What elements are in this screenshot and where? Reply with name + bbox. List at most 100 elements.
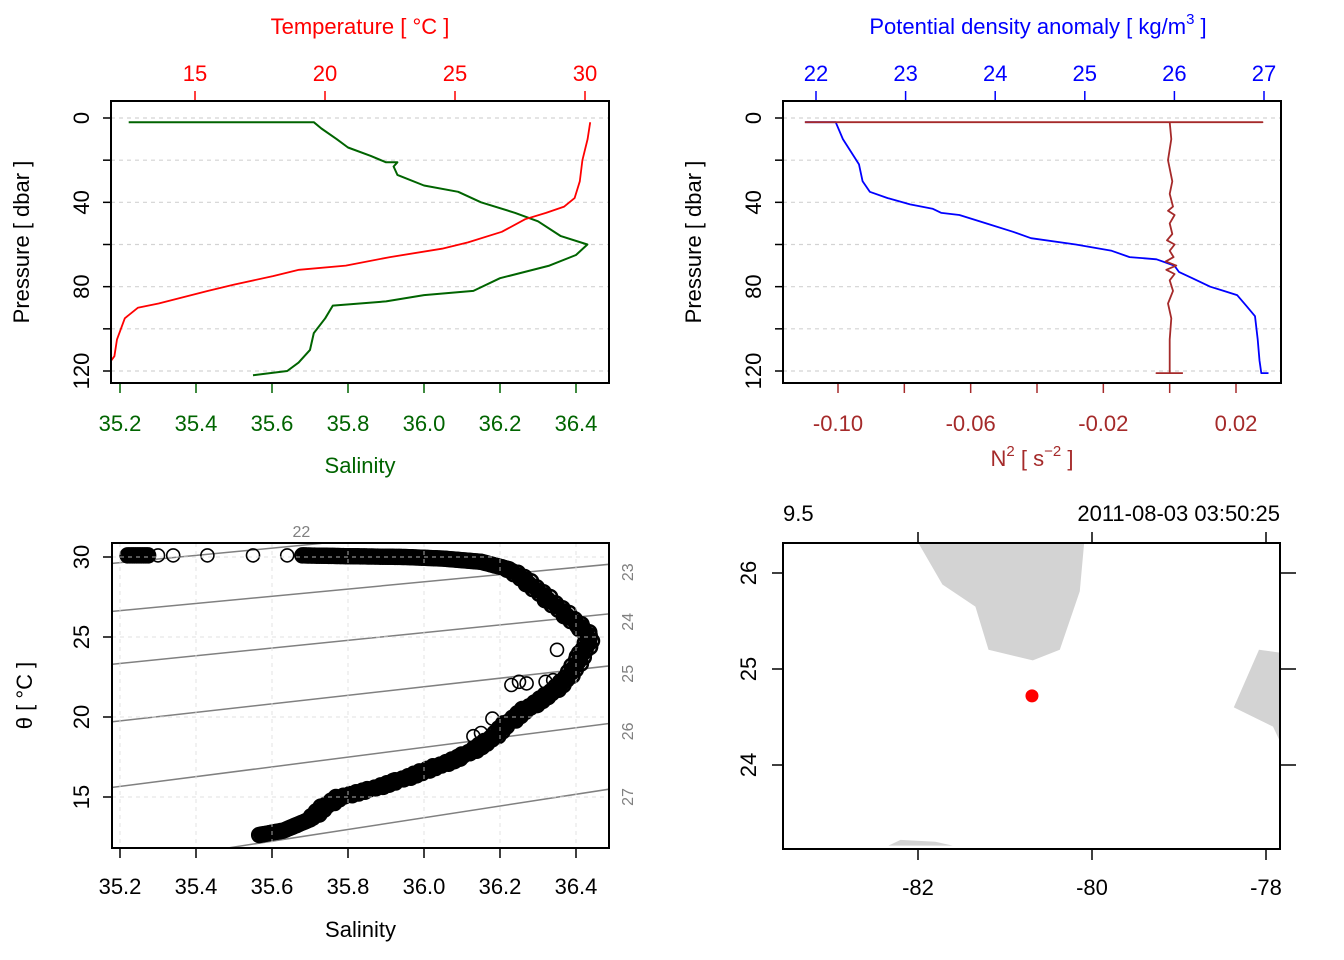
data-point-isolated (519, 676, 534, 691)
map-frame (782, 542, 1281, 850)
y-axis-label: Pressure [ dbar ] (681, 161, 706, 324)
data-point-isolated (538, 674, 553, 690)
density-axis-label-end: ] (1194, 14, 1206, 39)
n2-axis-label-mid: [ s (1015, 446, 1044, 471)
data-point (139, 547, 157, 564)
data-point-isolated (279, 548, 295, 563)
salinity-tick-label: 36.0 (403, 411, 446, 436)
y-tick-label: 30 (69, 545, 94, 569)
data-point-core (254, 830, 265, 840)
salinity-tick-label: 35.6 (251, 411, 294, 436)
plot-frame (782, 100, 1282, 384)
n2-axis-label-sup2: −2 (1044, 443, 1061, 460)
temperature-tick-label: 25 (443, 61, 467, 86)
isopycnal-label: 24 (620, 613, 637, 631)
isopycnal-line-24 (112, 613, 609, 665)
salinity-tick-label: 35.2 (99, 411, 142, 436)
y-tick-label: 0 (69, 112, 94, 124)
temperature-tick-label: 30 (573, 61, 597, 86)
data-point-isolated (165, 548, 181, 563)
data-point-isolated (545, 672, 561, 688)
y-axis-label: Pressure [ dbar ] (9, 161, 34, 324)
isopycnal-line-25 (112, 665, 609, 723)
salinity-tick-label: 35.8 (327, 411, 370, 436)
y-axis-label: θ [ °C ] (12, 662, 37, 729)
density-axis-label: Potential density anomaly [ kg/m3 ] (869, 11, 1206, 39)
salinity-tick-label: 36.2 (479, 411, 522, 436)
land-polygon (1233, 649, 1280, 742)
n2-tick-label: -0.10 (813, 411, 863, 436)
isopycnal-label: 26 (620, 722, 637, 740)
isopycnal-label: 25 (620, 665, 637, 683)
x-tick-label: 36.0 (403, 874, 446, 899)
y-tick-label: 120 (69, 353, 94, 390)
data-point-isolated (245, 548, 261, 563)
station-depth-label: 9.5 (783, 501, 814, 526)
density-axis-label-sup: 3 (1186, 11, 1194, 28)
data-point-core (143, 550, 154, 561)
series-group (111, 121, 592, 377)
y-tick-label: 40 (69, 190, 94, 214)
n2-axis-label-main: N (991, 446, 1007, 471)
station-marker (1025, 689, 1039, 703)
data-point-isolated (473, 725, 489, 741)
y-tick-label: 120 (741, 353, 766, 390)
x-tick-label: 35.2 (99, 874, 142, 899)
x-tick-label: 36.2 (479, 874, 522, 899)
n2-axis-label: N2 [ s−2 ] (991, 443, 1074, 471)
data-point-isolated (150, 548, 166, 563)
data-point-isolated (511, 674, 527, 690)
panel-station-map: -82 -80 -78 24 25 26 9.5 2011-08-03 03:50:25 (736, 501, 1296, 900)
isopycnal-line-26 (112, 722, 609, 789)
density-tick-label: 24 (983, 61, 1007, 86)
density-tick-label: 26 (1162, 61, 1186, 86)
y-tick-label: 25 (69, 625, 94, 649)
salinity-axis-label: Salinity (325, 453, 396, 478)
n2-profile-line (804, 121, 1264, 374)
y-tick-label: 80 (69, 274, 94, 298)
longitude-tick-label: -78 (1250, 875, 1282, 900)
x-axis-label: Salinity (325, 917, 396, 942)
density-tick-label: 25 (1073, 61, 1097, 86)
density-profile-line (805, 121, 1269, 374)
isopycnal-label: 22 (293, 524, 311, 541)
n2-tick-label: -0.02 (1078, 411, 1128, 436)
y-tick-label: 40 (741, 190, 766, 214)
data-point-isolated (466, 728, 481, 744)
n2-axis-label-sup: 2 (1006, 443, 1014, 460)
station-time-label: 2011-08-03 03:50:25 (1077, 501, 1280, 526)
data-point-isolated (504, 677, 519, 693)
y-tick-label: 20 (69, 705, 94, 729)
temperature-profile-line (111, 122, 592, 363)
series-group (804, 121, 1269, 374)
density-tick-label: 27 (1252, 61, 1276, 86)
density-tick-label: 22 (804, 61, 828, 86)
y-tick-label: 0 (741, 112, 766, 124)
temperature-tick-label: 20 (313, 61, 337, 86)
salinity-tick-label: 36.4 (555, 411, 598, 436)
data-point-isolated (549, 642, 565, 658)
y-tick-label: 15 (69, 785, 94, 809)
temperature-axis-label: Temperature [ °C ] (271, 14, 450, 39)
panel-ts-diagram: 35.2 35.4 35.6 35.8 36.0 36.2 36.4 15 20 25 30 Sali… (12, 524, 637, 942)
data-point-isolated (200, 548, 215, 563)
plot-frame (111, 542, 610, 849)
isopycnal-label: 27 (620, 788, 637, 806)
land-polygon (918, 543, 1085, 661)
latitude-tick-label: 26 (736, 561, 761, 585)
data-point (250, 826, 268, 844)
x-tick-label: 35.4 (175, 874, 218, 899)
x-tick-label: 35.6 (251, 874, 294, 899)
salinity-tick-label: 35.4 (175, 411, 218, 436)
latitude-tick-label: 25 (736, 657, 761, 681)
n2-tick-label: 0.02 (1215, 411, 1258, 436)
n2-tick-label: -0.06 (946, 411, 996, 436)
longitude-tick-label: -80 (1076, 875, 1108, 900)
longitude-tick-label: -82 (902, 875, 934, 900)
plot-frame (110, 100, 610, 384)
panel-temperature-salinity-profile: 0 40 80 120 Pressure [ dbar ] 35.2 35.4 35.6 35.… (9, 14, 610, 478)
isopycnal-line-27 (226, 788, 609, 848)
